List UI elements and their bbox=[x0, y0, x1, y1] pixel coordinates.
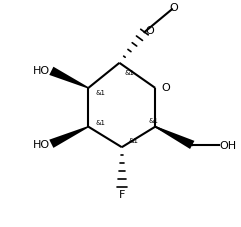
Polygon shape bbox=[155, 126, 194, 149]
Text: &1: &1 bbox=[148, 117, 158, 123]
Text: O: O bbox=[146, 26, 154, 36]
Text: &1: &1 bbox=[95, 120, 106, 126]
Polygon shape bbox=[49, 67, 89, 89]
Text: HO: HO bbox=[33, 65, 50, 75]
Text: HO: HO bbox=[33, 139, 50, 149]
Text: O: O bbox=[161, 82, 170, 92]
Text: F: F bbox=[119, 190, 125, 200]
Text: OH: OH bbox=[220, 140, 237, 150]
Text: &1: &1 bbox=[95, 90, 106, 96]
Text: &1: &1 bbox=[124, 70, 134, 76]
Text: O: O bbox=[170, 3, 178, 13]
Text: &1: &1 bbox=[129, 138, 139, 144]
Polygon shape bbox=[49, 126, 89, 148]
